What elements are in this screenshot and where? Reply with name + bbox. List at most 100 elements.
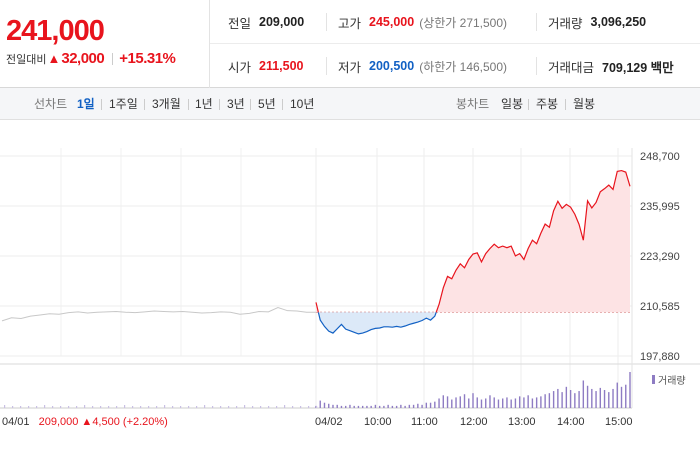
tab-5-years[interactable]: 5년 (258, 97, 276, 111)
tab-divider (528, 99, 529, 110)
up-triangle-icon: ▲ (47, 51, 61, 66)
previous-day-volume-bar (172, 406, 174, 408)
volume-bar (535, 397, 538, 408)
volume-bar (612, 388, 614, 408)
stat-value: 211,500 (259, 59, 304, 73)
volume-bar (345, 405, 347, 408)
previous-day-volume-bar (212, 406, 214, 408)
line-chart-label: 선차트 (34, 97, 68, 111)
volume-bar (366, 405, 368, 408)
tab-3-months[interactable]: 3개월 (152, 97, 181, 111)
volume-bar (608, 392, 610, 408)
tab-divider (188, 99, 189, 110)
previous-day-volume-bar (236, 406, 238, 408)
tab-1-year[interactable]: 1년 (195, 97, 213, 111)
volume-bar (595, 391, 597, 408)
volume-bar (374, 404, 377, 408)
volume-bar (569, 390, 572, 408)
volume-bar (523, 397, 525, 408)
previous-day-volume-bar (244, 405, 246, 408)
previous-day-volume-bar (52, 406, 54, 408)
previous-day-volume-bar (60, 406, 62, 408)
volume-bar (408, 404, 411, 408)
stat-volume: 거래량 3,096,250 (548, 0, 646, 44)
volume-bar (323, 402, 326, 408)
volume-bar (400, 404, 402, 408)
previous-day-change-percent: (+2.20%) (122, 416, 168, 428)
x-tick-label: 10:00 (364, 416, 392, 428)
previous-day-volume-bar (180, 406, 182, 408)
volume-bar (336, 404, 338, 408)
tab-monthly-candle[interactable]: 월봉 (573, 97, 596, 111)
volume-bar (544, 394, 546, 408)
stat-label: 고가 (338, 16, 362, 31)
volume-bar (616, 382, 618, 408)
previous-day-volume-bar (148, 406, 150, 408)
previous-day-close: 209,000 (38, 416, 79, 428)
volume-bar (531, 398, 534, 408)
volume-bar (518, 396, 521, 408)
volume-bar (578, 391, 580, 408)
volume-legend-swatch (652, 375, 655, 384)
volume-bar (502, 398, 504, 408)
stat-prev-close: 전일 209,000 (228, 0, 304, 44)
previous-day-volume-bar (220, 406, 222, 408)
quote-stats: 전일 209,000 고가 245,000 (상한가 271,500) 거래량 … (210, 0, 700, 88)
price-box: 241,000 전일대비 ▲ 32,000 +15.31% (0, 0, 210, 88)
tab-weekly-candle[interactable]: 주봉 (536, 97, 559, 111)
volume-bar (395, 405, 398, 408)
stat-label: 거래량 (548, 16, 583, 31)
volume-bar (463, 394, 466, 408)
price-chart-svg: 248,700 235,995 223,290 210,585 197,880 (0, 148, 700, 409)
y-tick-label: 223,290 (640, 251, 680, 263)
tab-10-years[interactable]: 10년 (290, 97, 315, 111)
chart-tabs: 선차트 1일 1주일 3개월 1년 3년 5년 10년 봉차트 일봉 주봉 월봉 (0, 88, 700, 120)
volume-bar (412, 404, 415, 408)
current-price: 241,000 (6, 15, 105, 47)
volume-bar (472, 393, 474, 408)
stat-value: 709,129 백만 (602, 60, 674, 75)
previous-day-volume-bar (228, 406, 230, 408)
previous-day-line (1, 306, 316, 322)
below-reference-line (317, 312, 437, 335)
volume-bar (548, 393, 551, 408)
volume-bar (383, 405, 385, 408)
stats-row-1: 전일 209,000 고가 245,000 (상한가 271,500) 거래량 … (210, 0, 700, 44)
stat-divider (536, 57, 537, 75)
previous-day-volume-bar (12, 406, 14, 408)
tab-1-day[interactable]: 1일 (77, 97, 95, 111)
stat-value: 200,500 (369, 59, 415, 73)
change-divider (112, 52, 114, 65)
previous-day-volume-bar (116, 406, 118, 408)
previous-day-volume-bar (36, 406, 38, 408)
stat-divider (536, 13, 537, 31)
previous-day-volume-bar (308, 406, 310, 408)
volume-bar (391, 405, 394, 408)
tab-3-years[interactable]: 3년 (227, 97, 245, 111)
volume-bar (340, 405, 343, 408)
volume-bar (349, 404, 351, 408)
volume-bar (476, 397, 478, 408)
volume-bar (451, 399, 453, 408)
change-percent: +15.31% (119, 50, 176, 67)
previous-day-volume-bar (156, 406, 158, 408)
previous-day-volume-bar (268, 406, 270, 408)
tab-daily-candle[interactable]: 일봉 (501, 97, 524, 111)
price-change: 전일대비 ▲ 32,000 +15.31% (6, 50, 209, 67)
x-tick-label: 12:00 (460, 416, 488, 428)
volume-bar (557, 388, 559, 408)
previous-day-volume-bar (188, 406, 190, 408)
volume-bar (489, 395, 491, 408)
volume-bar (565, 386, 568, 408)
previous-day-volume-bar (300, 406, 302, 408)
candle-chart-label: 봉차트 (456, 97, 490, 111)
x-tick-label: 15:00 (605, 416, 633, 428)
previous-day-volume-bar (84, 405, 86, 408)
tab-1-week[interactable]: 1주일 (109, 97, 138, 111)
volume-bar (404, 405, 406, 408)
below-reference-area (318, 312, 437, 334)
volume-bar (527, 395, 529, 408)
volume-bar (599, 387, 601, 408)
volume-bar (480, 399, 483, 408)
x-tick-label: 11:00 (411, 416, 438, 428)
